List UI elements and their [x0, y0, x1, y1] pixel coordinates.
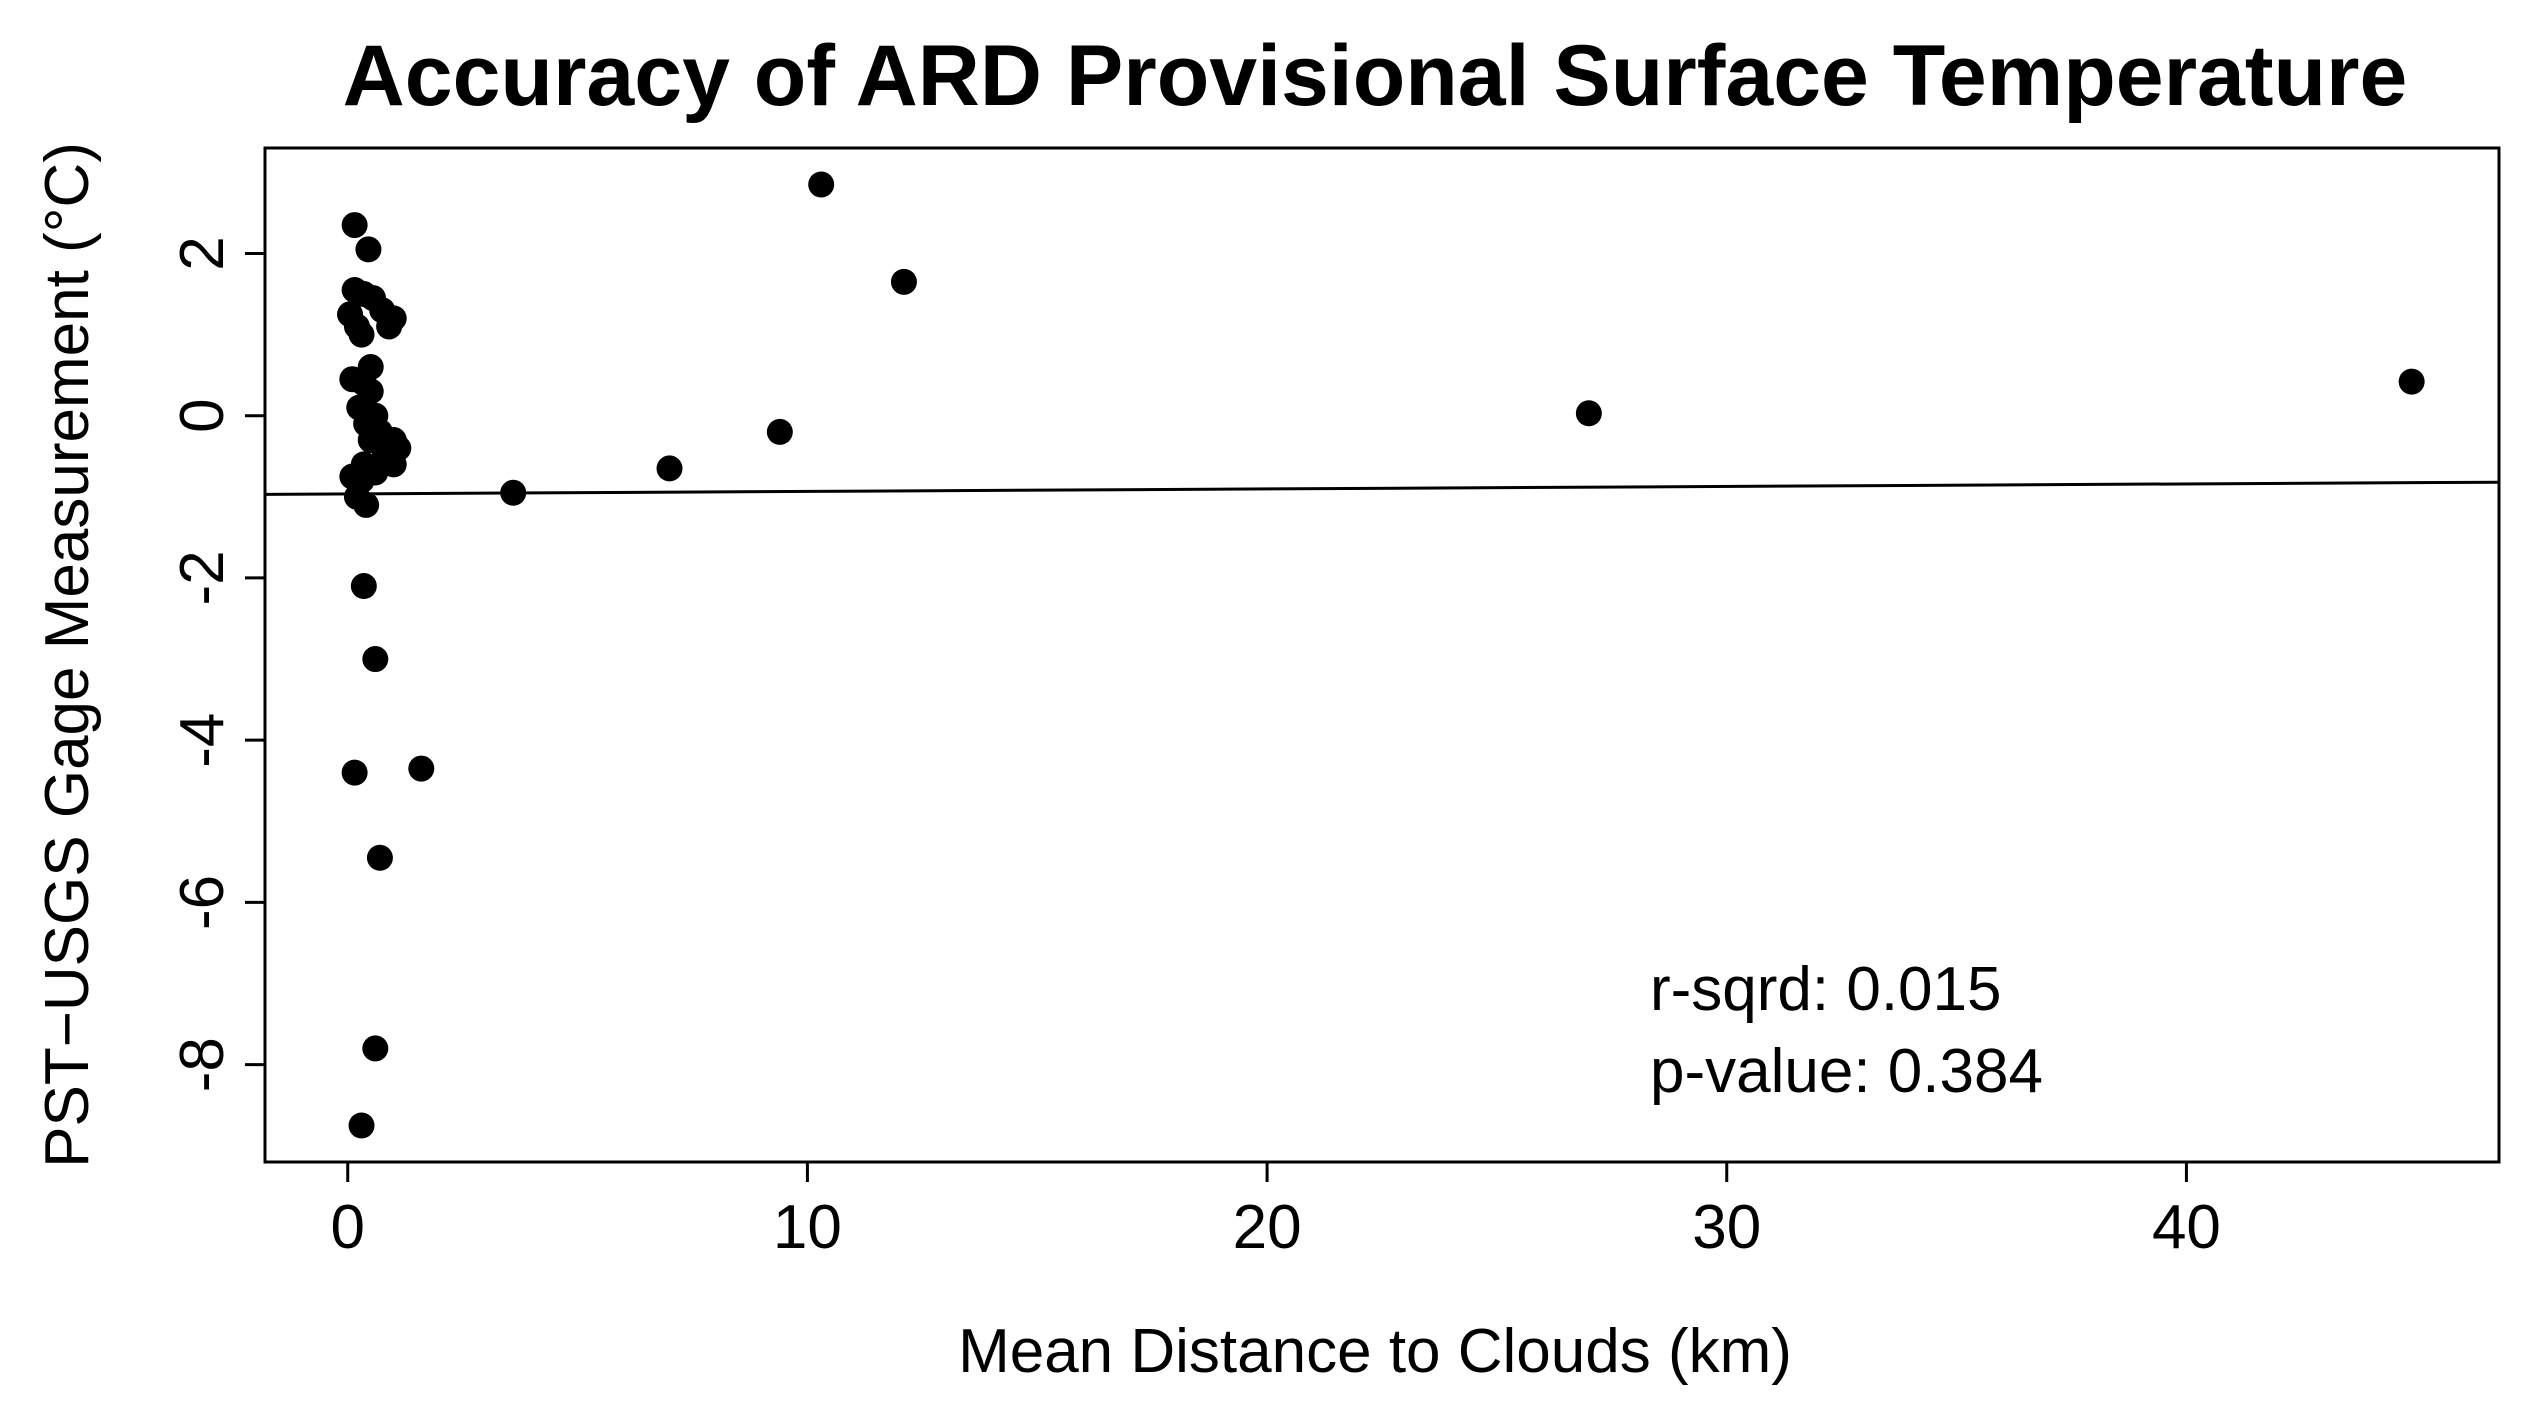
- data-point: [341, 759, 368, 786]
- data-points: [337, 171, 2425, 1139]
- regression-line: [264, 480, 2500, 496]
- y-tick-label: 2: [168, 236, 237, 270]
- data-point: [808, 171, 835, 198]
- x-tick-label: 10: [773, 1193, 842, 1262]
- x-axis-label: Mean Distance to Clouds (km): [958, 1317, 1792, 1386]
- y-axis-label: PST−USGS Gage Measurement (°C): [33, 142, 102, 1168]
- data-point: [348, 1112, 375, 1139]
- data-point: [341, 212, 368, 239]
- data-point: [376, 313, 403, 340]
- data-point: [353, 491, 380, 518]
- x-tick-label: 40: [2152, 1193, 2221, 1262]
- chart-title: Accuracy of ARD Provisional Surface Temp…: [343, 28, 2408, 124]
- y-tick-label: -4: [168, 713, 237, 768]
- plot-area-frame: [263, 146, 2501, 1164]
- data-point: [348, 321, 375, 348]
- y-axis: 2 0 -2 -4 -6 -8: [168, 236, 267, 1092]
- x-tick-label: 30: [1692, 1193, 1761, 1262]
- data-point: [362, 646, 389, 673]
- data-point: [2398, 368, 2425, 395]
- x-tick-label: 20: [1233, 1193, 1302, 1262]
- data-point: [1575, 400, 1602, 427]
- y-tick-label: -8: [168, 1037, 237, 1092]
- y-tick-label: -2: [168, 550, 237, 605]
- p-value-annotation: p-value: 0.384: [1650, 1037, 2043, 1106]
- y-tick-label: -6: [168, 875, 237, 930]
- data-point: [355, 236, 382, 263]
- data-point: [362, 1035, 389, 1062]
- r-squared-annotation: r-sqrd: 0.015: [1650, 955, 2002, 1024]
- y-tick-label: 0: [168, 398, 237, 432]
- data-point: [366, 844, 393, 871]
- data-point: [890, 268, 917, 295]
- data-point: [766, 418, 793, 445]
- data-point: [500, 479, 527, 506]
- data-point: [408, 755, 435, 782]
- x-axis: 0 10 20 30 40: [330, 1160, 2221, 1262]
- x-tick-label: 0: [330, 1193, 364, 1262]
- data-point: [656, 455, 683, 482]
- data-point: [350, 573, 377, 600]
